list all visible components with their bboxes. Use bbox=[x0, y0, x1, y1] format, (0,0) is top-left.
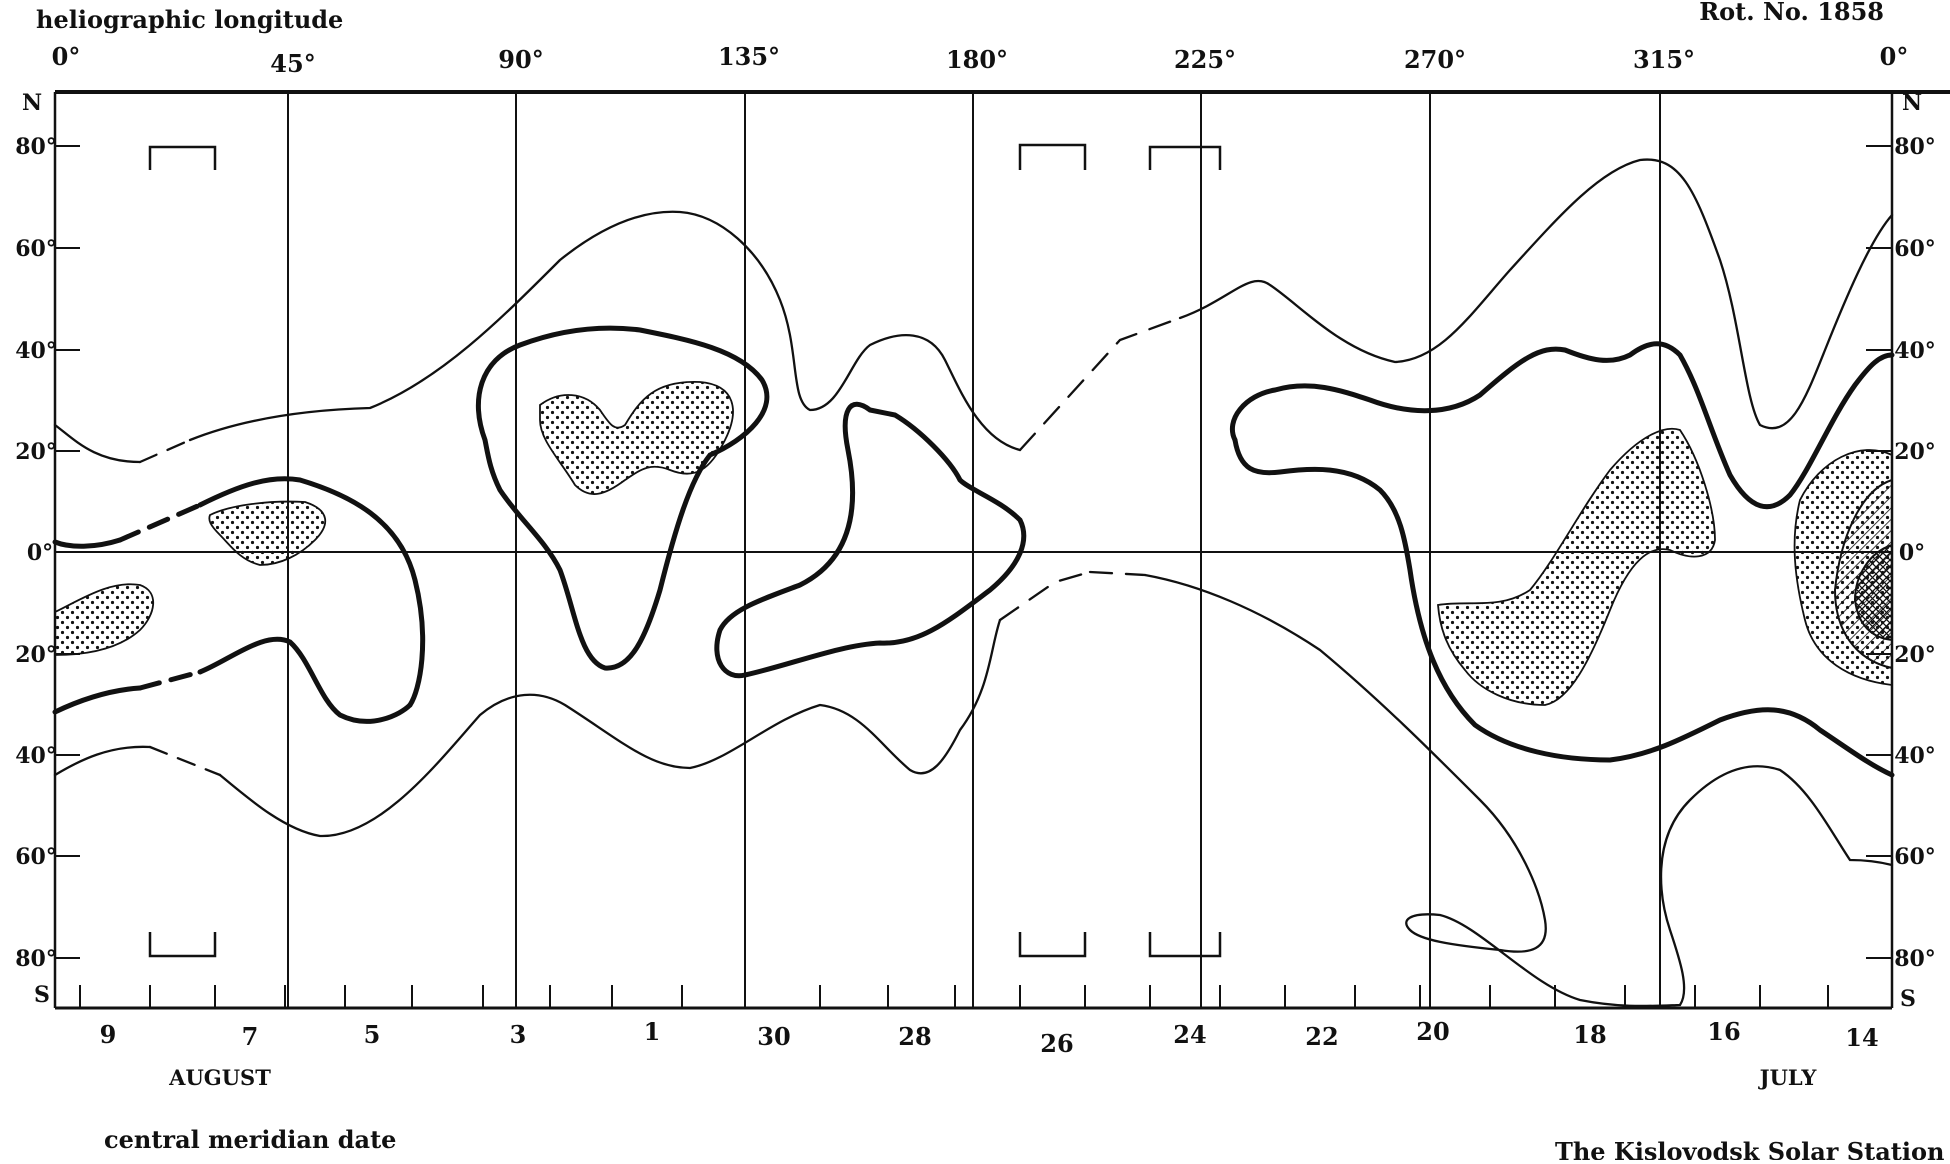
date-labels: 9 7 5 3 1 30 28 26 24 22 20 18 16 14 bbox=[100, 1017, 1879, 1058]
latitude-label: 80° bbox=[1894, 134, 1936, 160]
latitude-labels-right: N 80° 60° 40° 20° 0° 20° 40° 60° 80° S bbox=[1894, 90, 1936, 1012]
north-marker: N bbox=[1902, 90, 1922, 116]
month-label-august: AUGUST bbox=[168, 1065, 271, 1090]
longitude-label: 90° bbox=[498, 45, 543, 74]
latitude-label: 60° bbox=[1894, 236, 1936, 262]
meridian-lines bbox=[287, 92, 1661, 1008]
rotation-number: Rot. No. 1858 bbox=[1699, 0, 1884, 26]
latitude-label: 0° bbox=[27, 540, 53, 566]
latitude-label: 40° bbox=[15, 338, 57, 364]
date-label: 26 bbox=[1040, 1029, 1073, 1058]
date-label: 22 bbox=[1305, 1022, 1338, 1051]
latitude-label: 40° bbox=[15, 743, 57, 769]
latitude-label: 20° bbox=[15, 642, 57, 668]
south-marker: S bbox=[34, 982, 50, 1008]
thin-contours bbox=[53, 158, 1894, 1008]
latitude-label: 40° bbox=[1894, 743, 1936, 769]
latitude-label: 60° bbox=[15, 236, 57, 262]
south-marker: S bbox=[1900, 986, 1916, 1012]
longitude-label: 270° bbox=[1404, 45, 1466, 74]
date-label: 30 bbox=[757, 1022, 790, 1051]
longitude-axis-title: heliographic longitude bbox=[36, 5, 343, 34]
date-label: 28 bbox=[898, 1022, 931, 1051]
date-label: 3 bbox=[510, 1020, 527, 1049]
latitude-label: 60° bbox=[15, 844, 57, 870]
latitude-label: 0° bbox=[1899, 540, 1925, 566]
latitude-label: 40° bbox=[1894, 338, 1936, 364]
latitude-label: 20° bbox=[1894, 642, 1936, 668]
date-label: 18 bbox=[1573, 1020, 1606, 1049]
date-ticks bbox=[79, 985, 1829, 1008]
date-label: 20 bbox=[1416, 1017, 1449, 1046]
latitude-label: 80° bbox=[15, 134, 57, 160]
hatched-regions bbox=[1833, 478, 1893, 670]
latitude-label: 80° bbox=[15, 946, 57, 972]
latitude-label: 20° bbox=[15, 439, 57, 465]
thick-contours bbox=[52, 325, 1895, 778]
latitude-label: 80° bbox=[1894, 946, 1936, 972]
longitude-label: 45° bbox=[270, 49, 315, 78]
longitude-label: 0° bbox=[1880, 42, 1909, 71]
date-label: 16 bbox=[1707, 1017, 1740, 1046]
date-label: 14 bbox=[1845, 1023, 1878, 1052]
longitude-label: 135° bbox=[718, 42, 780, 71]
latitude-label: 60° bbox=[1894, 844, 1936, 870]
date-label: 5 bbox=[364, 1020, 381, 1049]
polar-brackets bbox=[148, 143, 1222, 958]
station-credit: The Kislovodsk Solar Station bbox=[1555, 1137, 1944, 1160]
longitude-label: 225° bbox=[1174, 45, 1236, 74]
north-marker: N bbox=[22, 90, 42, 116]
date-label: 7 bbox=[242, 1022, 259, 1051]
longitude-label: 180° bbox=[946, 45, 1008, 74]
latitude-labels-left: N 80° 60° 40° 20° 0° 20° 40° 60° 80° S bbox=[15, 90, 57, 1008]
date-label: 24 bbox=[1173, 1020, 1206, 1049]
longitude-labels: 0° 45° 90° 135° 180° 225° 270° 315° 0° bbox=[52, 42, 1909, 78]
longitude-label: 315° bbox=[1633, 45, 1695, 74]
month-label-july: JULY bbox=[1758, 1065, 1818, 1090]
date-label: 1 bbox=[644, 1017, 661, 1046]
longitude-label: 0° bbox=[52, 42, 81, 71]
date-axis-title: central meridian date bbox=[104, 1125, 396, 1154]
date-label: 9 bbox=[100, 1020, 117, 1049]
latitude-label: 20° bbox=[1894, 439, 1936, 465]
